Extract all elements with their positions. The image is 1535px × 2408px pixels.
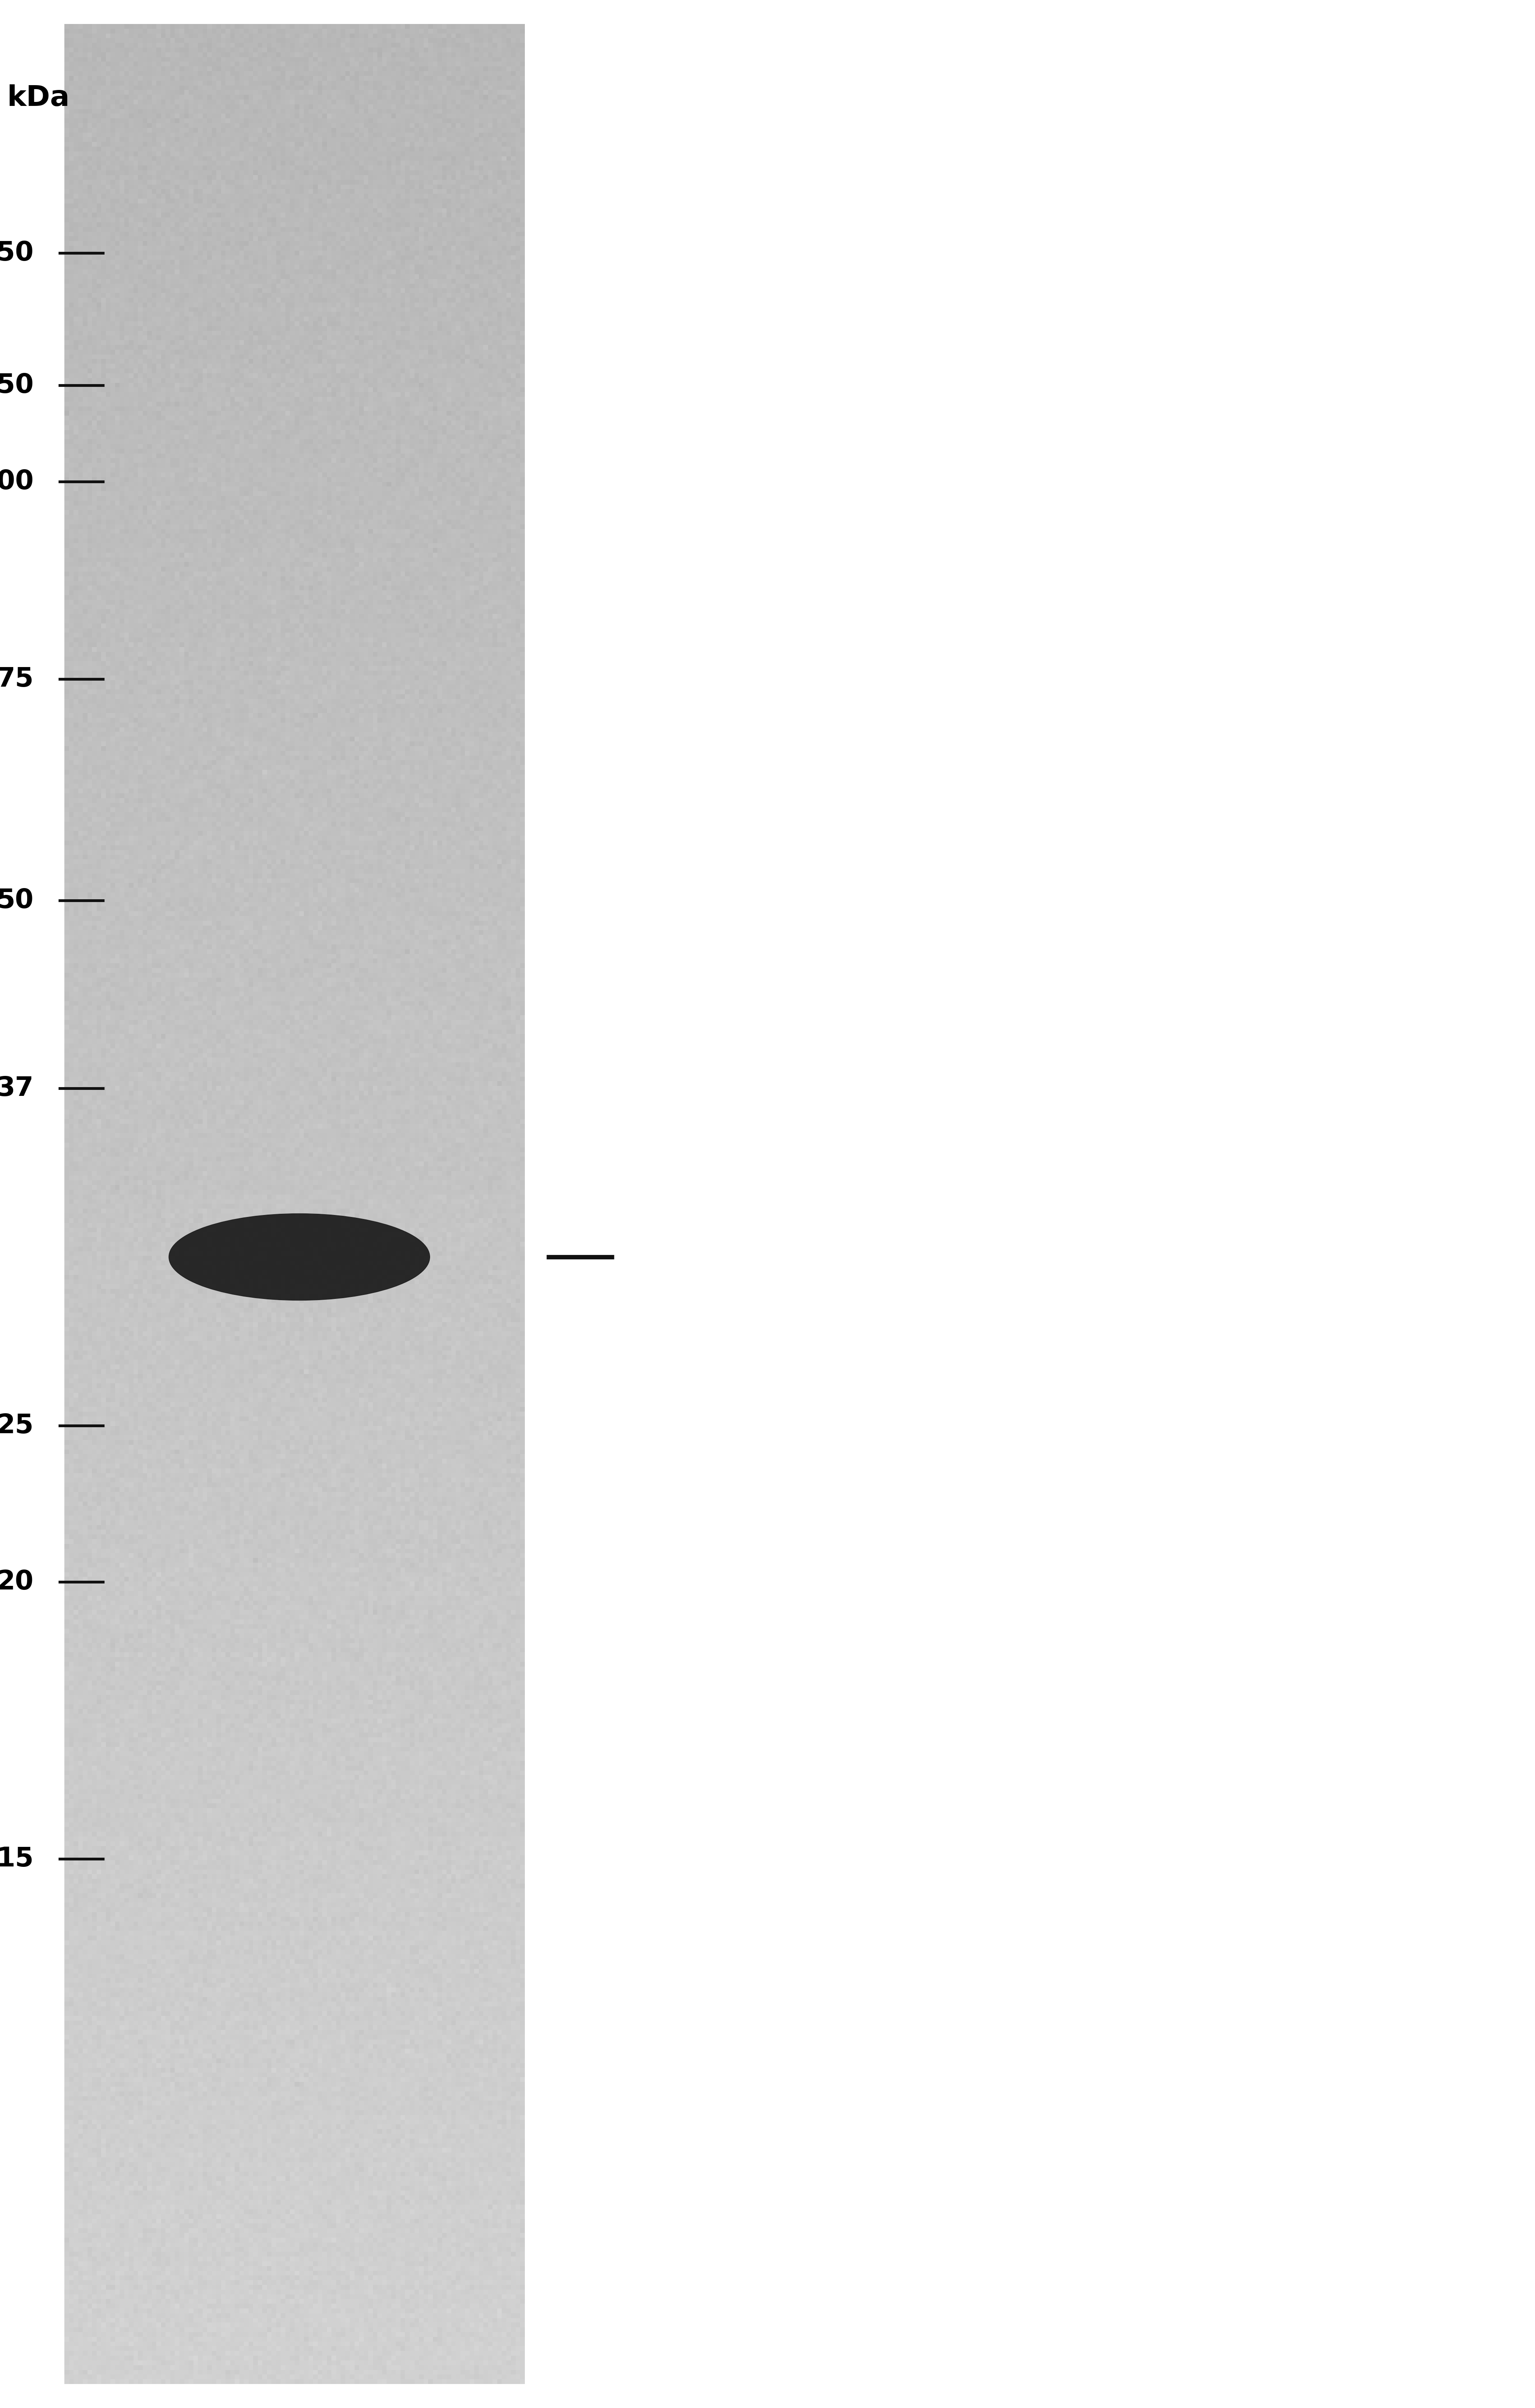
Ellipse shape [169, 1214, 430, 1300]
Text: 15: 15 [0, 1847, 34, 1871]
Text: 250: 250 [0, 241, 34, 265]
Text: kDa: kDa [8, 84, 69, 111]
Text: 50: 50 [0, 889, 34, 913]
Text: 150: 150 [0, 373, 34, 397]
Text: 100: 100 [0, 470, 34, 494]
Text: 37: 37 [0, 1076, 34, 1100]
Text: 20: 20 [0, 1570, 34, 1594]
Text: 25: 25 [0, 1413, 34, 1438]
Text: 75: 75 [0, 667, 34, 691]
